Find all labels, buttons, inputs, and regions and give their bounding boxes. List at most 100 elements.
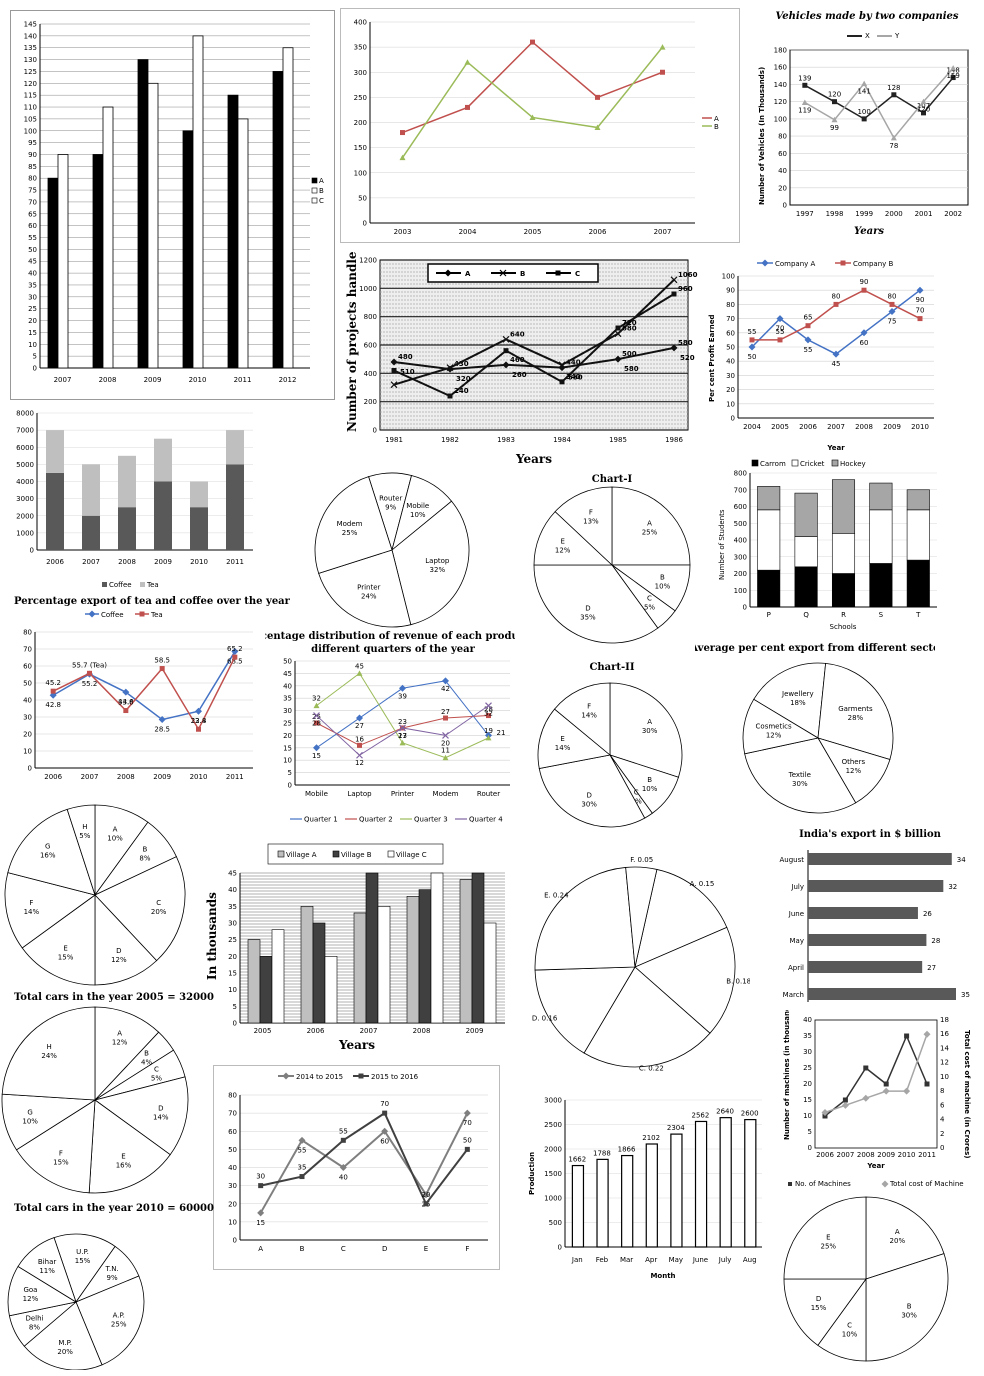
pie-pct-label: 25% (642, 528, 658, 536)
y-tick-label: 70 (726, 315, 735, 323)
chart-c16-panel: A. 0.15 B. 0.18 C. 0.22 D. 0.16 E. 0.24 F. 0.… (525, 855, 750, 1075)
data-point (356, 751, 363, 759)
data-point (390, 358, 398, 366)
pie-slice-d (94, 1076, 189, 1156)
y-tick-label: August (780, 856, 805, 864)
x-tick-label: 2011 (918, 1151, 936, 1159)
legend-marker (555, 270, 561, 276)
chart-c7-panel: Router 9% Mobile 10% Laptop 32% Printer 24% Mode… (305, 470, 485, 630)
y-tick-label: 30 (228, 920, 237, 928)
chart-title: Average per cent export from different s… (695, 643, 935, 654)
y-tick-label: 20 (23, 731, 32, 739)
pie-pct-label: 9% (385, 503, 396, 511)
series-line-b (393, 279, 675, 386)
y-tick-label: 600 (364, 342, 377, 350)
pie-slice-garments (817, 662, 894, 760)
series-line-cost (824, 1033, 928, 1114)
data-point (860, 329, 868, 337)
data-point (357, 742, 362, 748)
x-tick-label: 1999 (855, 210, 873, 218)
data-point (49, 691, 57, 699)
x-tick-label: Aug (743, 1256, 757, 1264)
bar-a (182, 130, 194, 369)
data-point (423, 1201, 429, 1207)
data-label: 2562 (692, 1111, 710, 1119)
y-tick-label: 500 (549, 1219, 562, 1227)
pie-slice-a (865, 1196, 945, 1280)
pie-label: E (560, 537, 564, 545)
pie-pct-label: 16% (116, 1162, 132, 1170)
data-point (832, 350, 840, 358)
chart-c23-panel: U.P. 15% T.N. 9% A.P. 25% M.P. 20% Delhi 8% Goa 12%… (0, 1230, 160, 1370)
y-tick-label: 2500 (544, 1121, 562, 1129)
data-point (503, 348, 509, 354)
data-label: 27 (355, 722, 364, 730)
data-point (382, 1110, 388, 1116)
data-point (832, 99, 837, 105)
chart-title: Vehicles made by two companies (775, 11, 958, 22)
data-label: 50 (463, 1136, 472, 1144)
pie-label: C (847, 1322, 852, 1330)
chart-frame (213, 1065, 500, 1270)
series-line-tea (52, 656, 236, 731)
data-point (231, 648, 239, 656)
chart-c21-panel: 0 5 10 15 20 25 30 35 40 0 2 4 6 8 10 12 14 16 18 2006 2007 2… (775, 1010, 980, 1195)
data-point (257, 1209, 265, 1217)
y-tick-label: 15 (283, 744, 292, 752)
y-tick-label: 0 (808, 1144, 812, 1152)
x-tick-label: 2006 (46, 558, 64, 566)
y-tick-label: 10 (23, 748, 32, 756)
y-tick-label: 400 (364, 370, 377, 378)
data-point (614, 330, 622, 338)
pie-label: D (116, 947, 121, 955)
data-point (443, 715, 448, 721)
pie-label: G (27, 1109, 32, 1117)
y-axis-label: In thousands (205, 892, 219, 980)
bar-a (227, 94, 239, 369)
data-label: 500 (622, 350, 637, 358)
data-label: 520 (680, 354, 695, 362)
x-tick-label: 1986 (665, 436, 683, 444)
bar-apr (645, 1143, 658, 1248)
series-line-y (804, 67, 954, 140)
pie-slice-g (7, 808, 96, 896)
y-tick-label: 300 (734, 553, 747, 561)
data-point (861, 116, 867, 122)
pie-label: Printer (357, 584, 380, 592)
pie-pct-label: 15% (58, 954, 74, 962)
bar-village-b (418, 889, 432, 1024)
pie-slice-e (534, 866, 636, 971)
chart-c17: India's export in $ billion August 34 July 3… (780, 829, 970, 1002)
x-tick-label: 2008 (855, 423, 873, 431)
y-axis-label: Number of machines (in thousand) (783, 1010, 791, 1140)
pie-slice-b (865, 1253, 949, 1362)
pie-slice-modem (314, 476, 393, 574)
data-point (485, 702, 492, 710)
legend-label: Company B (853, 260, 894, 268)
y-axis-label: Production (528, 1152, 536, 1195)
chart-title: Chart-II (589, 662, 634, 673)
y-tick-label: 5000 (16, 461, 34, 469)
data-label: 42.8 (45, 701, 61, 709)
y-tick-label: 1500 (544, 1170, 562, 1178)
chart-title: India's export in $ billion (799, 829, 942, 840)
y2-tick-label: 0 (940, 1144, 944, 1152)
pie-slice-c (94, 856, 186, 962)
y-tick-label: 200 (354, 119, 367, 127)
data-point (917, 316, 923, 322)
data-point (888, 308, 896, 315)
data-label: 1866 (618, 1146, 636, 1154)
y-tick-label: 10 (228, 986, 237, 994)
y-tick-label: 30 (228, 1182, 237, 1190)
legend-label: Company A (775, 260, 816, 268)
bar-b (147, 82, 159, 369)
y-tick-label: 130 (24, 56, 37, 64)
pie-slice-textile (744, 737, 857, 814)
data-point (889, 301, 895, 307)
y-tick-label: 10 (803, 1112, 812, 1120)
y-tick-label: 80 (28, 175, 37, 183)
x-tick-label: May (669, 1256, 683, 1264)
data-point (594, 124, 601, 131)
y-tick-label: 0 (33, 365, 37, 373)
chart-c3: Vehicles made by two companies X Y 0 20 40 60 8… (758, 11, 969, 237)
